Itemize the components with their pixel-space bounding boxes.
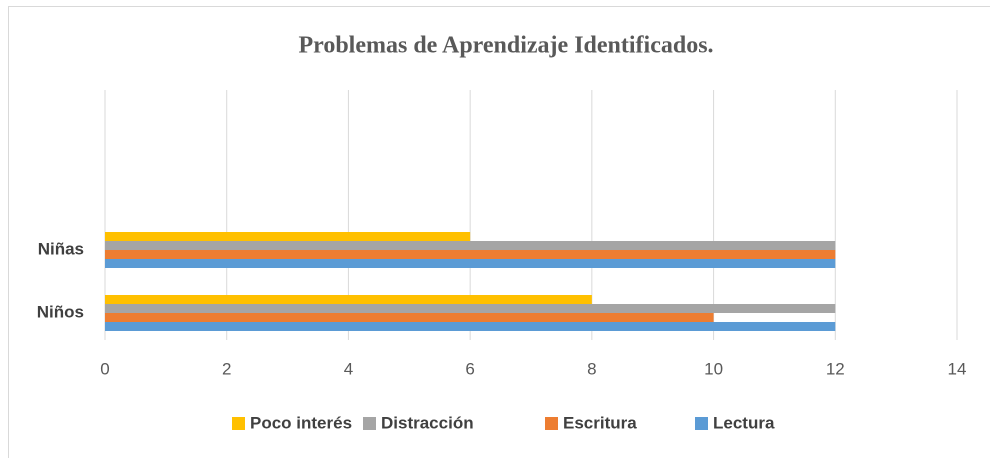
y-tick-label: Niñas xyxy=(38,239,84,258)
legend-swatch xyxy=(695,417,708,430)
bar xyxy=(105,250,836,259)
bar xyxy=(105,322,836,331)
bar xyxy=(105,241,836,250)
x-tick-label: 14 xyxy=(948,359,967,378)
x-tick-label: 2 xyxy=(222,359,231,378)
x-tick-label: 8 xyxy=(587,359,596,378)
chart-title: Problemas de Aprendizaje Identificados. xyxy=(298,33,713,59)
bar xyxy=(105,304,836,313)
legend-label: Lectura xyxy=(713,413,775,432)
legend-swatch xyxy=(545,417,558,430)
bar xyxy=(105,295,592,304)
x-tick-label: 12 xyxy=(826,359,845,378)
legend-label: Distracción xyxy=(381,413,474,432)
bar xyxy=(105,313,714,322)
x-tick-label: 0 xyxy=(100,359,109,378)
legend-swatch xyxy=(232,417,245,430)
bar xyxy=(105,232,471,241)
x-tick-label: 6 xyxy=(465,359,474,378)
legend-label: Escritura xyxy=(563,413,637,432)
chart-border xyxy=(8,6,990,458)
x-tick-label: 4 xyxy=(344,359,353,378)
x-tick-label: 10 xyxy=(704,359,723,378)
y-tick-label: Niños xyxy=(37,302,84,321)
bar xyxy=(105,259,836,268)
legend-swatch xyxy=(363,417,376,430)
legend-label: Poco interés xyxy=(250,413,352,432)
